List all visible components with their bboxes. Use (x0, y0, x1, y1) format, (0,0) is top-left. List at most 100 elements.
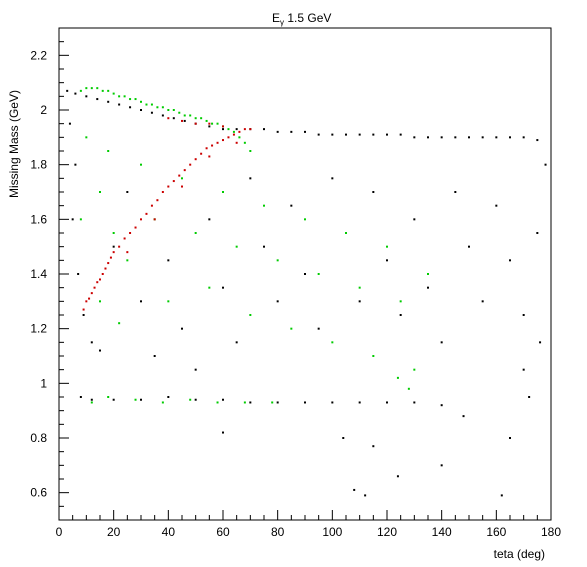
y-tick-label: 0.6 (30, 486, 47, 500)
data-point (227, 136, 230, 139)
data-point (358, 401, 361, 404)
data-point (235, 341, 238, 344)
x-tick-label: 40 (162, 525, 176, 539)
data-point (85, 87, 88, 90)
x-tick-label: 60 (216, 525, 230, 539)
data-point (205, 119, 208, 122)
data-point (90, 292, 93, 295)
data-point (522, 136, 525, 139)
data-point (427, 286, 429, 289)
data-point (238, 130, 241, 133)
data-point (235, 141, 238, 144)
data-point (222, 139, 224, 142)
data-point (167, 396, 170, 398)
data-point (276, 300, 279, 303)
data-point (172, 109, 175, 111)
data-point (222, 125, 224, 128)
data-point (134, 398, 137, 401)
data-point (118, 95, 121, 98)
chart-title: Eγ 1.5 GeV (272, 11, 331, 27)
y-tick-label: 1.8 (30, 158, 47, 172)
data-point (440, 136, 443, 139)
data-point (481, 136, 484, 139)
data-point (101, 89, 104, 92)
data-point (396, 475, 399, 478)
data-point (372, 191, 375, 193)
data-point (235, 128, 238, 131)
data-point (112, 92, 115, 95)
data-point (77, 273, 80, 275)
data-point (440, 464, 443, 467)
data-point (85, 95, 88, 98)
data-point (126, 191, 129, 193)
data-point (399, 314, 402, 316)
data-point (118, 322, 121, 325)
y-tick-label: 2.2 (30, 48, 47, 62)
y-tick-label: 0.8 (30, 431, 47, 445)
data-point (427, 273, 429, 275)
data-point (238, 136, 241, 139)
data-point (358, 286, 361, 289)
data-point (342, 437, 345, 439)
data-point (413, 368, 416, 371)
data-point (79, 396, 82, 398)
data-point (90, 341, 93, 344)
data-point (536, 232, 539, 234)
data-point (68, 122, 71, 125)
data-point (454, 136, 457, 139)
data-point (134, 98, 137, 101)
data-point (172, 180, 175, 183)
data-point (304, 218, 306, 221)
data-point (112, 232, 115, 234)
data-point (290, 204, 293, 207)
data-point (194, 158, 197, 161)
data-point (82, 308, 85, 311)
data-point (271, 401, 274, 404)
data-point (211, 122, 214, 125)
data-point (222, 128, 224, 131)
data-point (290, 327, 293, 330)
data-point (345, 232, 347, 234)
data-point (85, 300, 88, 303)
x-axis-title: teta (deg) (494, 547, 545, 561)
data-point (194, 122, 197, 125)
data-point (276, 259, 279, 262)
data-point (249, 314, 252, 316)
data-point (74, 163, 77, 166)
data-point (118, 103, 121, 106)
data-point (495, 136, 498, 139)
data-point (129, 106, 132, 109)
data-point (216, 122, 219, 125)
data-point (178, 174, 181, 177)
data-point (109, 256, 112, 259)
data-point (150, 103, 153, 106)
data-point (161, 106, 164, 109)
data-point (372, 355, 375, 357)
data-point (509, 437, 511, 439)
data-point (194, 398, 197, 401)
data-point (194, 117, 197, 120)
data-point (99, 349, 101, 352)
data-point (167, 300, 170, 303)
data-point (74, 92, 77, 95)
data-point (232, 130, 235, 133)
data-point (90, 87, 93, 90)
data-point (522, 314, 525, 316)
data-point (317, 327, 320, 330)
data-point (263, 204, 265, 207)
data-point (208, 155, 211, 158)
data-point (167, 259, 170, 262)
data-point (112, 251, 115, 254)
data-point (161, 191, 164, 193)
data-point (167, 109, 170, 111)
data-point (129, 98, 132, 101)
data-point (317, 273, 320, 275)
data-point (536, 139, 539, 142)
data-point (153, 355, 156, 357)
data-point (304, 130, 306, 133)
data-point (145, 103, 148, 106)
data-point (243, 128, 246, 131)
data-point (140, 163, 142, 166)
data-point (249, 150, 252, 152)
